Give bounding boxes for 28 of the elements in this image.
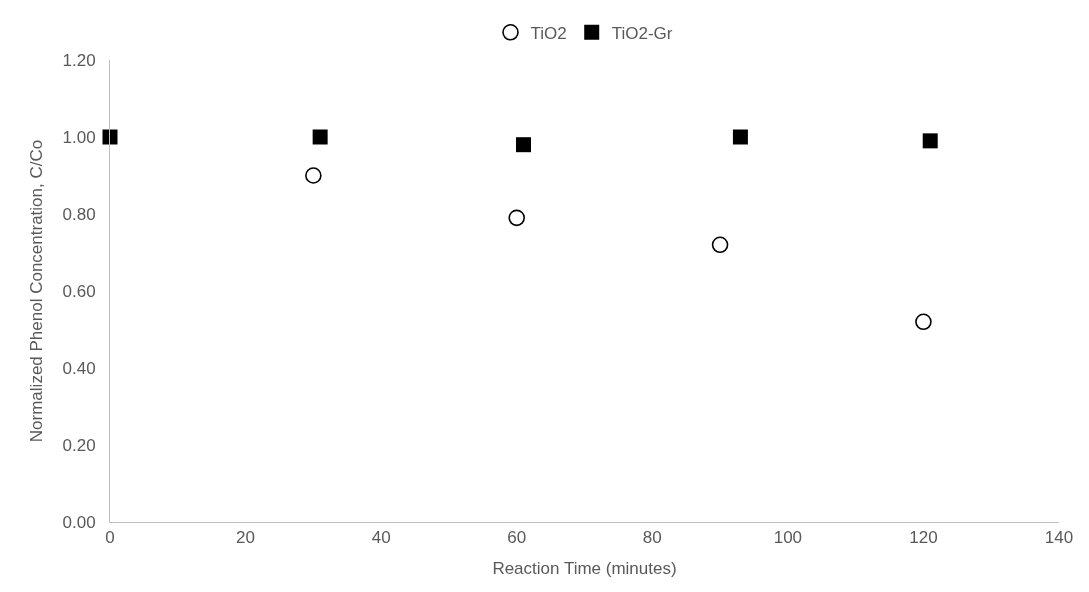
- y-tick-label: 0.00: [62, 512, 96, 532]
- x-tick-label: 0: [105, 528, 115, 548]
- x-tick-label: 100: [773, 528, 803, 548]
- y-tick-label: 0.60: [62, 281, 96, 301]
- x-tick-label: 20: [236, 528, 256, 548]
- y-axis-title: Normalized Phenol Concentration, C/Co: [27, 139, 47, 443]
- x-tick-label: 60: [507, 528, 527, 548]
- legend-label: TiO2: [530, 23, 567, 43]
- x-tick-label: 40: [371, 528, 391, 548]
- point: [305, 167, 322, 184]
- point: [711, 236, 729, 254]
- point: [102, 129, 118, 145]
- x-tick-label: 80: [642, 528, 662, 548]
- point: [732, 129, 748, 145]
- legend-label: TiO2-Gr: [611, 23, 673, 43]
- x-tick-label: 140: [1044, 528, 1074, 548]
- y-tick-label: 0.40: [62, 358, 96, 378]
- y-tick-label: 0.20: [62, 435, 96, 455]
- point: [508, 209, 526, 227]
- y-tick-label: 0.80: [62, 204, 96, 224]
- y-tick-label: 1.20: [62, 50, 96, 70]
- point: [922, 133, 938, 149]
- y-tick-label: 1.00: [62, 127, 96, 147]
- point: [515, 137, 531, 153]
- x-axis-title: Reaction Time (minutes): [492, 558, 677, 578]
- point: [312, 129, 328, 145]
- point: [915, 313, 932, 331]
- x-tick-label: 120: [909, 528, 938, 548]
